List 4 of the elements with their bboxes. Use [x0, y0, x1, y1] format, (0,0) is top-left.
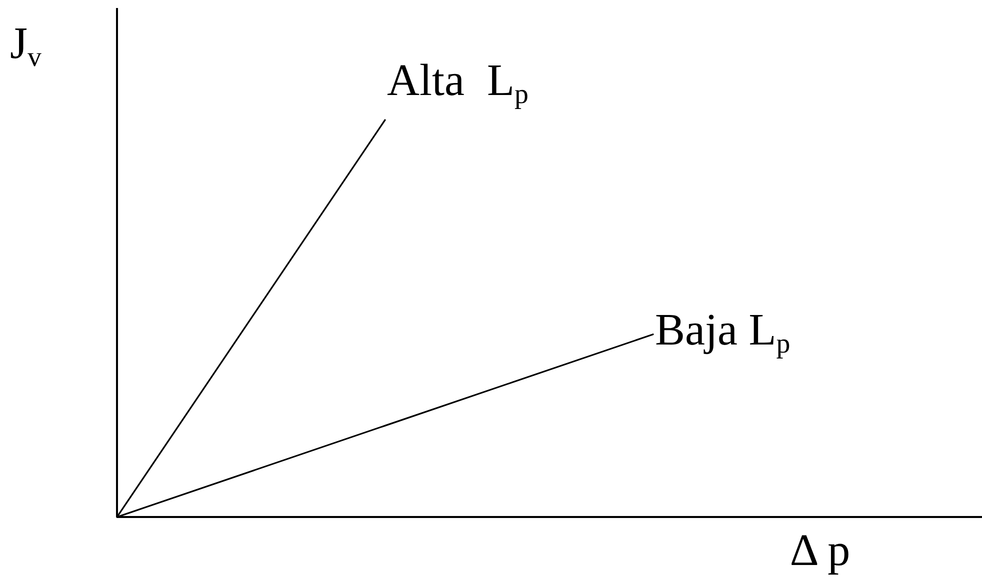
series-label: Alta L$_{p}$ [387, 55, 528, 110]
series-label: Baja L$_{p}$ [655, 304, 790, 360]
y-axis-title: J$_{v}$ [10, 18, 42, 74]
x-axis-title: Δ p [790, 525, 850, 575]
